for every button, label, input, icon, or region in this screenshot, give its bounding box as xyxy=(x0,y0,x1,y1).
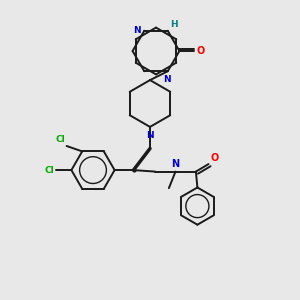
Text: Cl: Cl xyxy=(56,136,65,145)
Text: O: O xyxy=(196,46,205,56)
Text: N: N xyxy=(171,159,180,169)
Text: N: N xyxy=(146,131,154,140)
Text: N: N xyxy=(163,75,171,84)
Text: Cl: Cl xyxy=(44,166,54,175)
Text: H: H xyxy=(170,20,178,29)
Text: O: O xyxy=(211,153,219,163)
Text: N: N xyxy=(133,26,141,35)
